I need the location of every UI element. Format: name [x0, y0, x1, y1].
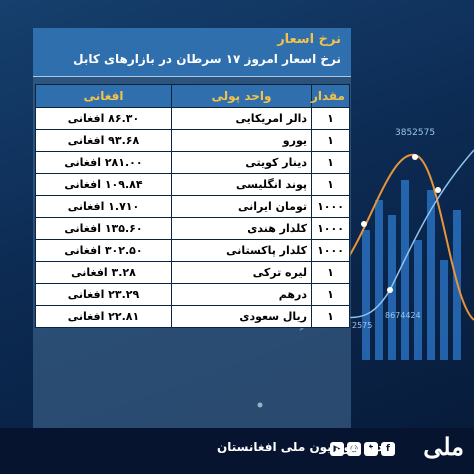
currency-cell: درهم [171, 283, 312, 306]
quantity-cell: ۱۰۰۰ [311, 239, 350, 262]
currency-cell: ریال سعودی [171, 305, 312, 328]
currency-cell: دالر امریکایی [171, 107, 312, 130]
rate-cell: ۲۸۱.۰۰ افغانی [35, 151, 172, 174]
table-row: ۲۲.۸۱ افغانی ریال سعودی ۱ [35, 305, 350, 328]
currency-cell: کلدار پاکستانی [171, 239, 312, 262]
currency-cell: لیره ترکی [171, 261, 312, 284]
currency-cell: کلدار هندی [171, 217, 312, 240]
column-header-currency: واحد پولی [171, 84, 312, 108]
youtube-icon[interactable]: ▶ [330, 442, 344, 456]
quantity-cell: ۱ [311, 107, 350, 130]
table-row: ۱.۷۱۰ افغانی تومان ایرانی ۱۰۰۰ [35, 195, 350, 218]
quantity-cell: ۱ [311, 173, 350, 196]
table-row: ۲۳.۲۹ افغانی درهم ۱ [35, 283, 350, 306]
table-row: ۹۳.۶۸ افغانی یورو ۱ [35, 129, 350, 152]
page-title: نرخ اسعار [277, 32, 341, 47]
rate-cell: ۹۳.۶۸ افغانی [35, 129, 172, 152]
currency-cell: دینار کویتی [171, 151, 312, 174]
quantity-cell: ۱ [311, 151, 350, 174]
table-row: ۳.۲۸ افغانی لیره ترکی ۱ [35, 261, 350, 284]
column-header-quantity: مقدار [311, 84, 350, 108]
table-header-row: افغانی واحد پولی مقدار [35, 84, 350, 108]
rate-cell: ۸۶.۳۰ افغانی [35, 107, 172, 130]
table-row: ۱۰۹.۸۴ افغانی پوند انگلیسی ۱ [35, 173, 350, 196]
bg-label-3: 2575 [352, 321, 372, 330]
rate-cell: ۳.۲۸ افغانی [35, 261, 172, 284]
quantity-cell: ۱ [311, 129, 350, 152]
rate-cell: ۱۰۹.۸۴ افغانی [35, 173, 172, 196]
rate-cell: ۱۳۵.۶۰ افغانی [35, 217, 172, 240]
bg-label-2: 8674424 [385, 311, 421, 320]
quantity-cell: ۱ [311, 261, 350, 284]
footer-bar: ▶ ◎ t f رادیو تلویزیون ملی افغانستان ملی [0, 428, 474, 474]
twitter-icon[interactable]: t [364, 442, 378, 456]
table-row: ۸۶.۳۰ افغانی دالر امریکایی ۱ [35, 107, 350, 130]
rate-cell: ۳۰۲.۵۰ افغانی [35, 239, 172, 262]
page-subtitle: نرخ اسعار امروز ۱۷ سرطان در بازارهای کاب… [73, 52, 341, 66]
currency-cell: پوند انگلیسی [171, 173, 312, 196]
table-row: ۳۰۲.۵۰ افغانی کلدار پاکستانی ۱۰۰۰ [35, 239, 350, 262]
bg-label-1: 3852575 [395, 128, 435, 138]
column-header-afghani: افغانی [35, 84, 172, 108]
currency-cell: تومان ایرانی [171, 195, 312, 218]
instagram-icon[interactable]: ◎ [347, 442, 361, 456]
quantity-cell: ۱۰۰۰ [311, 195, 350, 218]
station-name: رادیو تلویزیون ملی افغانستان [217, 440, 394, 454]
rate-cell: ۱.۷۱۰ افغانی [35, 195, 172, 218]
table-row: ۲۸۱.۰۰ افغانی دینار کویتی ۱ [35, 151, 350, 174]
facebook-icon[interactable]: f [381, 442, 395, 456]
quantity-cell: ۱۰۰۰ [311, 217, 350, 240]
quantity-cell: ۱ [311, 283, 350, 306]
table-row: ۱۳۵.۶۰ افغانی کلدار هندی ۱۰۰۰ [35, 217, 350, 240]
currency-cell: یورو [171, 129, 312, 152]
social-icons: ▶ ◎ t f [330, 442, 395, 456]
rates-table: افغانی واحد پولی مقدار ۸۶.۳۰ افغانی دالر … [35, 84, 350, 328]
rta-logo: ملی [423, 432, 464, 461]
quantity-cell: ۱ [311, 305, 350, 328]
rate-cell: ۲۲.۸۱ افغانی [35, 305, 172, 328]
rate-cell: ۲۳.۲۹ افغانی [35, 283, 172, 306]
title-box: نرخ اسعار نرخ اسعار امروز ۱۷ سرطان در با… [33, 28, 351, 77]
